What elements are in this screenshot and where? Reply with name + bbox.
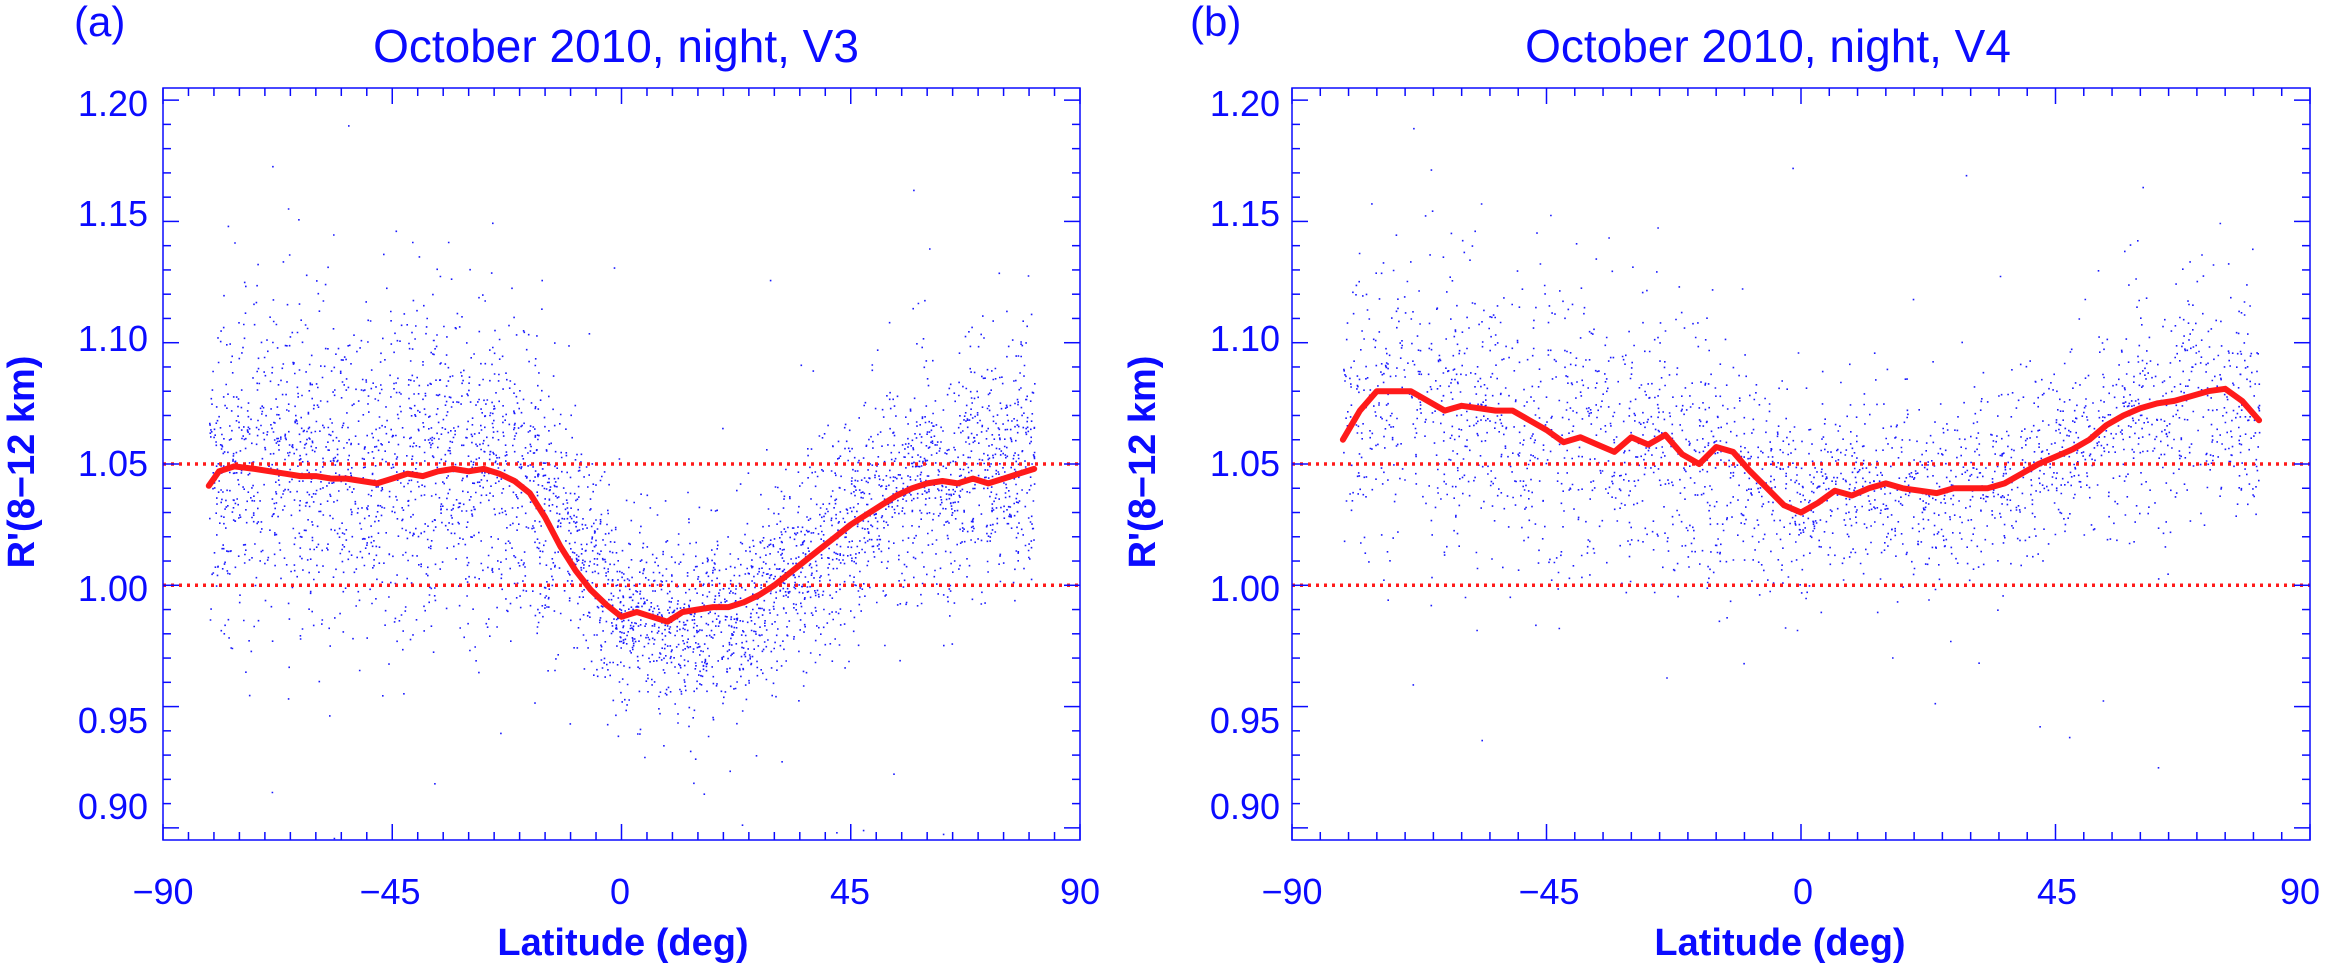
panel-a-mean-line <box>205 463 1038 625</box>
panel-a-ytick-1.15: 1.15 <box>78 193 148 234</box>
panel-a-x-ticks: −90 −45 0 45 90 <box>132 871 1100 912</box>
panel-b-x-ticks: −90 −45 0 45 90 <box>1261 871 2320 912</box>
panel-a-y-axis-label: R'(8−12 km) <box>1 356 43 569</box>
panel-b-x-axis-label: Latitude (deg) <box>1654 922 1905 964</box>
panel-b-xtick-0: 0 <box>1793 871 1813 912</box>
panel-a-ytick-1.00: 1.00 <box>78 568 148 609</box>
panel-a-y-ticks: 0.90 0.95 1.00 1.05 1.10 1.15 1.20 <box>78 83 148 827</box>
panel-b-xtick-45: 45 <box>2037 871 2077 912</box>
panel-a-title: October 2010, night, V3 <box>373 20 859 72</box>
panel-a-xtick-90: 90 <box>1060 871 1100 912</box>
panel-a-letter: (a) <box>74 0 125 45</box>
panel-a-x-axis-label: Latitude (deg) <box>497 922 748 964</box>
panel-a-ytick-1.10: 1.10 <box>78 318 148 359</box>
panel-a: (a) October 2010, night, V3 0.90 0.95 1.… <box>1 0 1100 964</box>
panel-a-ytick-1.20: 1.20 <box>78 83 148 124</box>
panel-b-xtick-90: 90 <box>2280 871 2320 912</box>
panel-b-xtick-minus90: −90 <box>1261 871 1322 912</box>
panel-b-ytick-1.05: 1.05 <box>1210 443 1280 484</box>
panel-a-xtick-minus90: −90 <box>132 871 193 912</box>
panel-a-ytick-0.90: 0.90 <box>78 786 148 827</box>
panel-b-plot-area <box>1291 87 2311 841</box>
panel-b-scatter-points <box>1343 127 2261 769</box>
panel-a-ytick-1.05: 1.05 <box>78 443 148 484</box>
panel-b: (b) October 2010, night, V4 0.90 0.95 1.… <box>1122 0 2320 964</box>
panel-b-tick-marks <box>1291 88 2311 840</box>
panel-b-ytick-1.00: 1.00 <box>1210 568 1280 609</box>
panel-a-tick-marks <box>162 88 1081 840</box>
panel-a-xtick-0: 0 <box>610 871 630 912</box>
panel-a-ytick-0.95: 0.95 <box>78 700 148 741</box>
panel-b-xtick-minus45: −45 <box>1518 871 1579 912</box>
panel-b-ytick-1.20: 1.20 <box>1210 83 1280 124</box>
panel-b-scatter-dots <box>1343 127 2261 769</box>
panel-b-y-axis-label: R'(8−12 km) <box>1122 356 1164 569</box>
panel-b-mean-line <box>1339 385 2263 516</box>
panel-b-ytick-0.90: 0.90 <box>1210 786 1280 827</box>
panel-a-xtick-minus45: −45 <box>359 871 420 912</box>
panel-b-ytick-1.15: 1.15 <box>1210 193 1280 234</box>
panel-b-y-ticks: 0.90 0.95 1.00 1.05 1.10 1.15 1.20 <box>1210 83 1280 827</box>
panel-a-plot-area <box>162 87 1081 841</box>
panel-b-title: October 2010, night, V4 <box>1525 20 2011 72</box>
panel-b-letter: (b) <box>1190 0 1241 45</box>
panel-b-ytick-0.95: 0.95 <box>1210 700 1280 741</box>
panel-a-xtick-45: 45 <box>830 871 870 912</box>
panel-b-ytick-1.10: 1.10 <box>1210 318 1280 359</box>
